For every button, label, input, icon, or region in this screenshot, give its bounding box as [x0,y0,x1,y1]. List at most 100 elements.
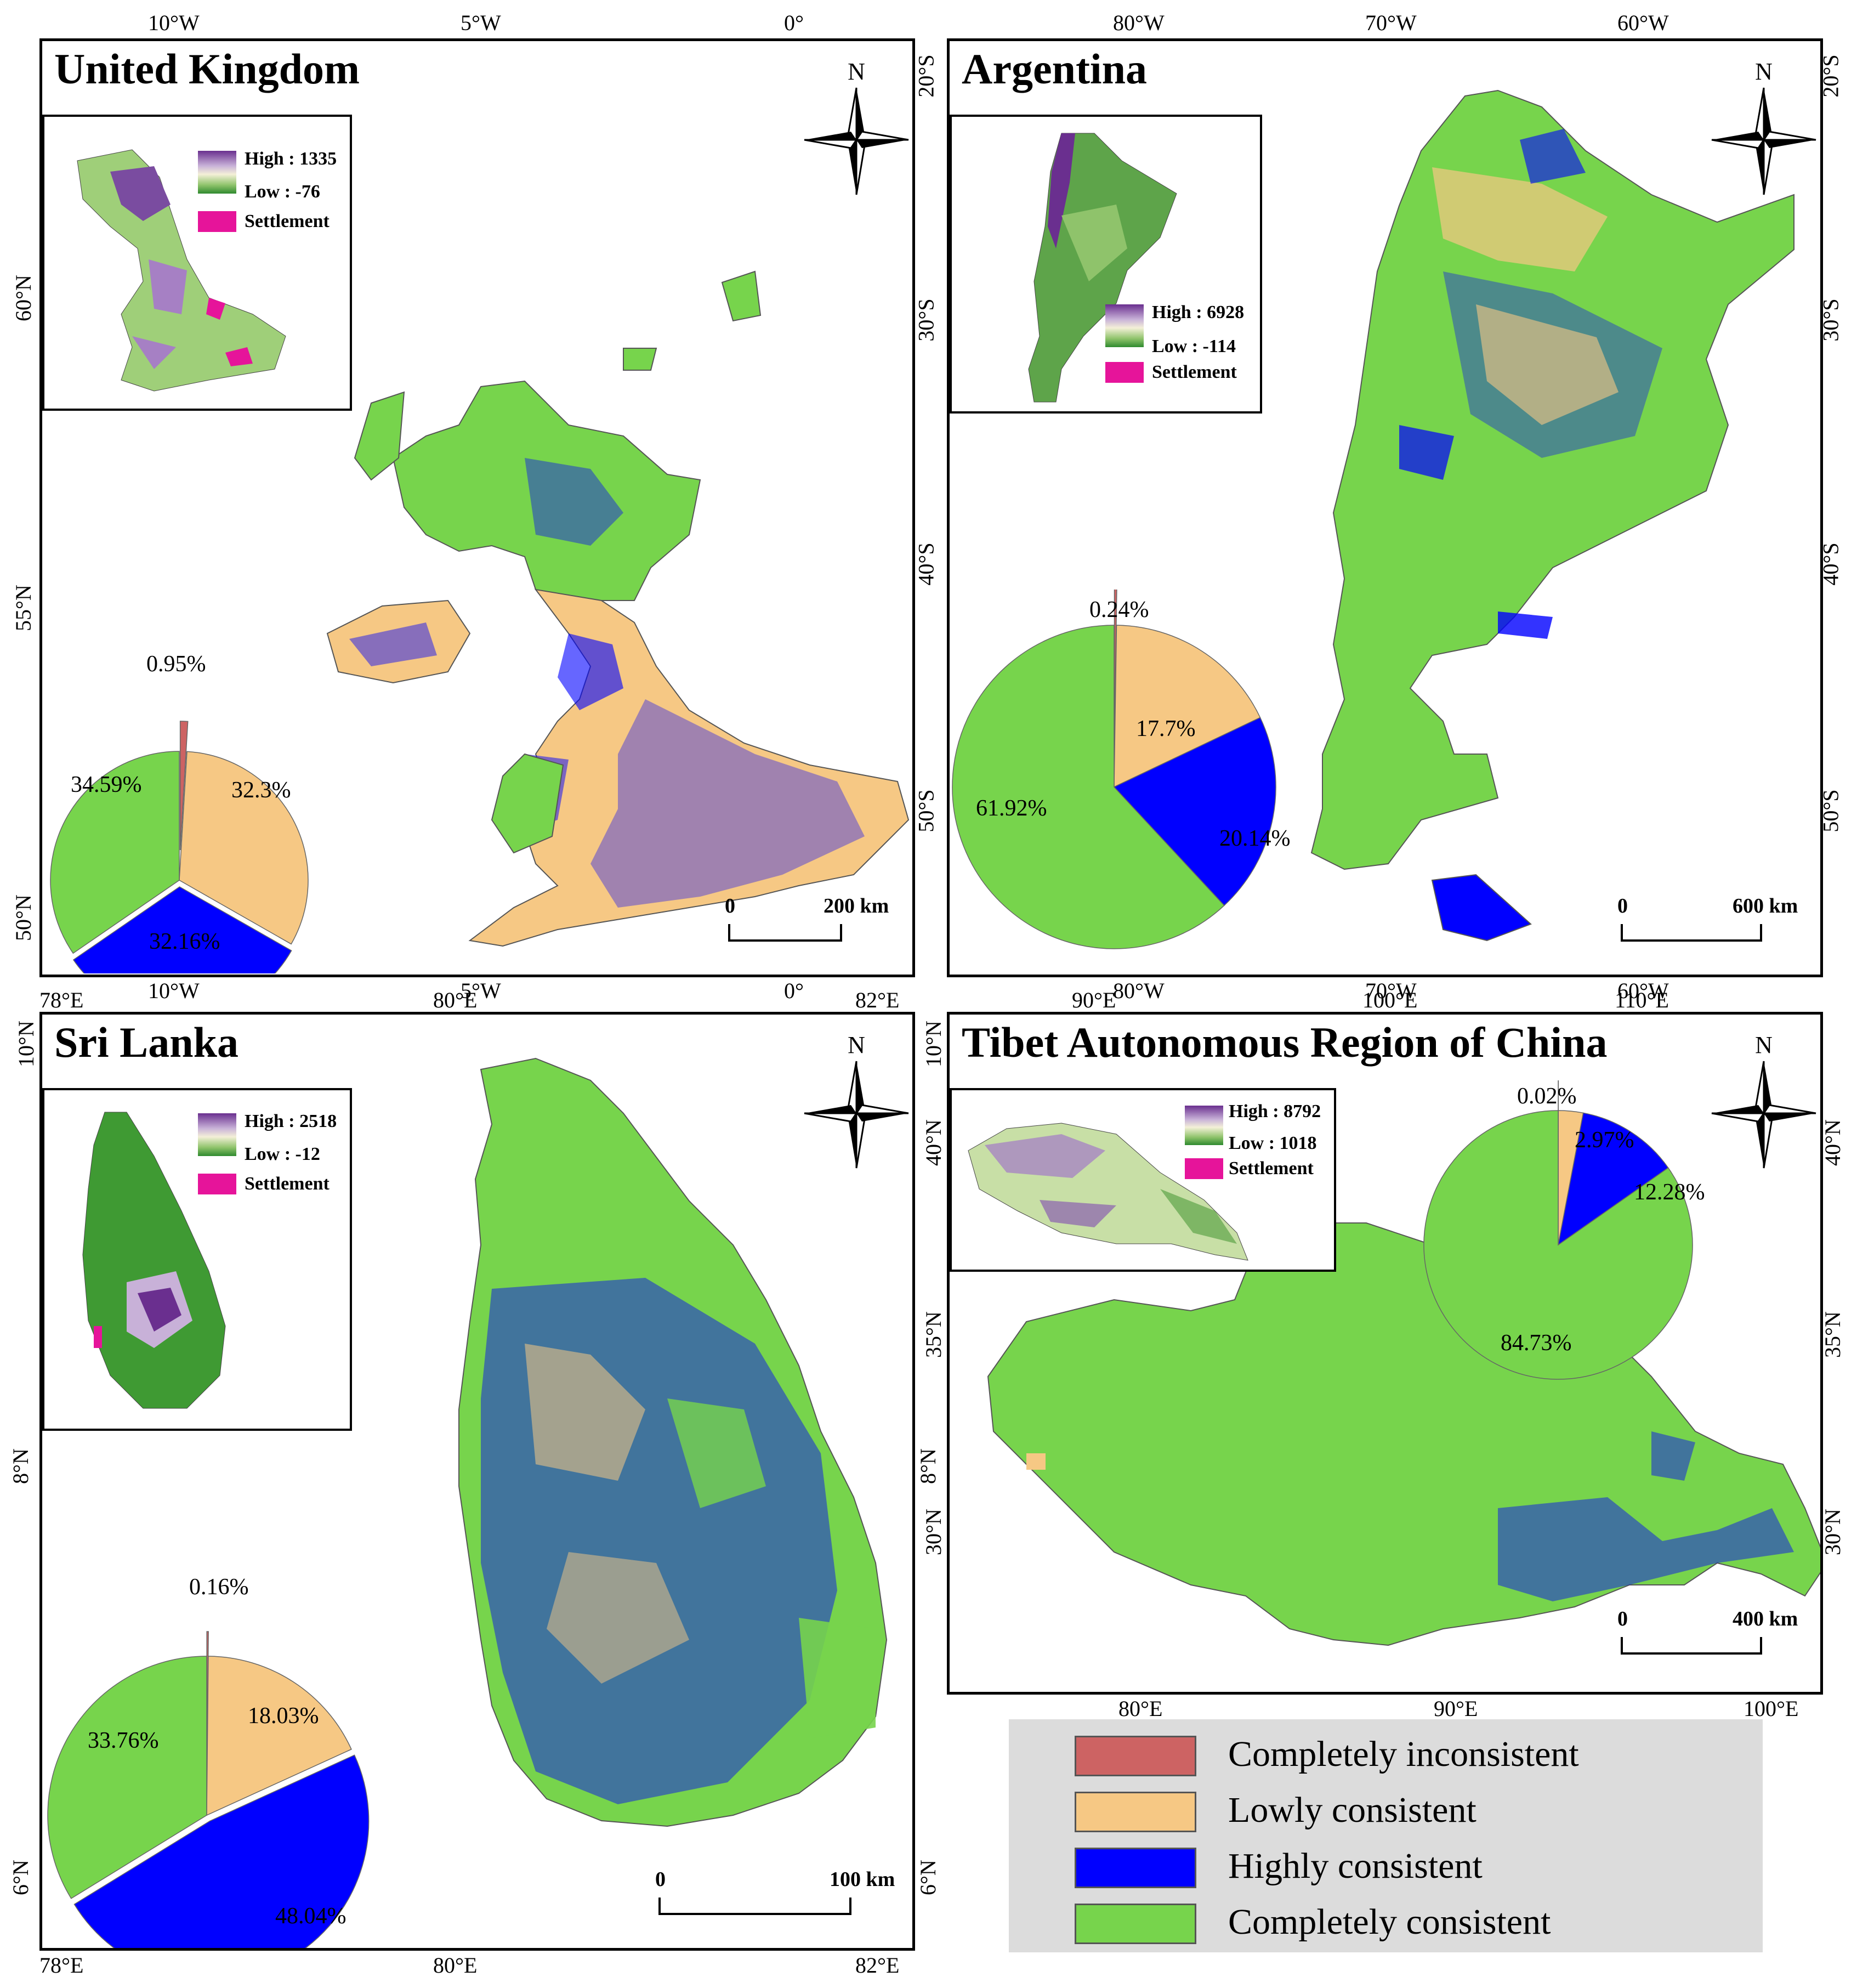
settlement-swatch [1105,362,1144,383]
sl-pie-label: 0.16% [189,1574,249,1600]
uk-elevation-thumbnail [77,149,286,392]
tb-left-tick: 40°N [921,1119,946,1166]
pie-slice-completely-consistent [1423,1110,1693,1380]
pie-slice-completely-consistent [50,751,180,954]
tb-pie-label: 84.73% [1501,1330,1572,1356]
uk-inset-settlement: Settlement [245,211,330,231]
tb-pie-label: 2.97% [1575,1128,1634,1153]
pie-slice-highly-consistent [1113,717,1276,907]
sl-top-tick: 82°E [855,988,900,1012]
ar-top-tick: 80°W [1113,10,1165,35]
elevation-gradient-swatch [1105,304,1144,347]
uk-map-panel: United Kingdom High : 1335 Low : -76 [39,38,915,977]
sl-left-tick: 6°N [8,1860,33,1895]
argentina-panel-title: Argentina [962,45,1147,93]
argentina-elevation-thumbnail [1028,133,1177,403]
uk-left-tick: 55°N [10,585,36,631]
ar-inset-low: Low : -114 [1152,336,1236,356]
legend-label: Completely inconsistent [1228,1734,1579,1774]
legend-label: Lowly consistent [1228,1790,1476,1830]
uk-pie-label: 32.16% [149,929,220,954]
argentina-map-panel: Argentina High : 6928 Low : -114 Settlem… [947,38,1823,977]
ar-bottom-tick: 70°W [1365,978,1417,1003]
uk-top-tick: 10°W [148,10,200,35]
ar-pie-label: 61.92% [976,796,1047,821]
srilanka-map-panel: Sri Lanka High : 2518 Low : -12 Settleme… [39,1012,915,1951]
tb-inset-settlement: Settlement [1229,1158,1314,1179]
ar-left-tick: 30°S [913,298,939,342]
pie-slice-completely-inconsistent [179,721,189,851]
ar-inset-settlement: Settlement [1152,362,1237,382]
ar-bottom-tick: 80°W [1113,978,1165,1003]
uk-left-tick: 60°N [10,275,36,321]
uk-top-tick: 5°W [461,10,501,35]
uk-bottom-tick: 5°W [461,978,501,1003]
consistency-legend: Completely inconsistent Lowly consistent… [1009,1719,1763,1952]
tb-scale-zero: 0 [1617,1607,1628,1630]
north-arrow-icon: N [1711,58,1816,195]
elevation-gradient-swatch [198,151,236,194]
north-arrow-icon: N [1711,1032,1816,1169]
ar-inset-high: High : 6928 [1152,302,1245,322]
srilanka-elevation-inset: High : 2518 Low : -12 Settlement [42,1088,352,1431]
tb-bottom-tick: 80°E [1118,1696,1163,1721]
ar-left-tick: 40°S [913,542,939,586]
pie-slice-highly-consistent [1557,1112,1669,1246]
tibet-elevation-thumbnail [968,1123,1248,1261]
uk-scale-zero: 0 [725,894,735,917]
uk-pie-label: 0.95% [146,652,206,677]
argentina-scale-bar: 0 600 km [1617,894,1798,949]
tb-inset-high: High : 8792 [1229,1101,1321,1122]
sl-bottom-tick: 82°E [855,1953,900,1978]
tibet-elevation-inset: High : 8792 Low : 1018 Settlement [950,1088,1336,1272]
ar-scale-end: 600 km [1733,894,1798,917]
tb-top-tick: 90°E [1072,988,1116,1012]
ar-pie-label: 17.7% [1136,716,1196,741]
ar-bottom-tick: 60°W [1617,978,1669,1003]
uk-scale-end: 200 km [824,894,889,917]
uk-pie-chart [50,721,309,973]
tb-right-tick: 35°N [1820,1311,1845,1358]
sl-inset-high: High : 2518 [245,1111,337,1131]
ar-scale-zero: 0 [1617,894,1628,917]
uk-scale-bar: 0 200 km [725,894,889,949]
srilanka-scale-bar: 0 100 km [655,1867,895,1922]
sl-pie-label: 18.03% [248,1703,319,1729]
uk-inset-low: Low : -76 [245,182,320,202]
legend-swatch-lowly-consistent [1075,1792,1196,1832]
srilanka-panel-title: Sri Lanka [54,1018,238,1066]
pie-slice-lowly-consistent [206,1656,352,1816]
north-label: N [1755,58,1773,85]
sl-right-tick: 10°N [921,1021,946,1067]
ar-left-tick: 20°S [913,54,939,98]
pie-slice-highly-consistent [72,886,292,973]
pie-slice-completely-consistent [47,1656,207,1899]
uk-bottom-tick: 10°W [148,978,200,1003]
uk-elevation-inset: High : 1335 Low : -76 Settlement [42,115,352,411]
legend-swatch-completely-inconsistent [1075,1736,1196,1776]
tb-right-tick: 30°N [1820,1509,1845,1555]
sl-top-tick: 78°E [39,988,84,1012]
ar-top-tick: 60°W [1617,10,1669,35]
tb-pie-label: 0.02% [1517,1084,1577,1109]
sl-bottom-tick: 80°E [433,1953,478,1978]
argentina-map-shape [1310,89,1794,942]
legend-swatch-completely-consistent [1075,1904,1196,1944]
srilanka-pie-chart [47,1631,370,1948]
pie-slice-highly-consistent [73,1754,370,1948]
elevation-gradient-swatch [1185,1106,1223,1145]
tb-top-tick: 110°E [1615,988,1669,1012]
ar-pie-label: 0.24% [1089,597,1149,622]
ar-left-tick: 50°S [913,789,939,832]
argentina-pie-chart [952,590,1276,949]
srilanka-elevation-thumbnail [82,1112,226,1409]
pie-slice-lowly-consistent [179,751,309,945]
sl-scale-zero: 0 [655,1868,666,1891]
uk-top-tick: 0° [784,10,804,35]
sl-inset-low: Low : -12 [245,1144,320,1164]
pie-slice-completely-consistent [952,625,1225,949]
tb-left-tick: 35°N [921,1311,946,1358]
tb-scale-end: 400 km [1733,1607,1798,1630]
settlement-swatch [1185,1158,1223,1179]
legend-swatch-highly-consistent [1075,1848,1196,1888]
